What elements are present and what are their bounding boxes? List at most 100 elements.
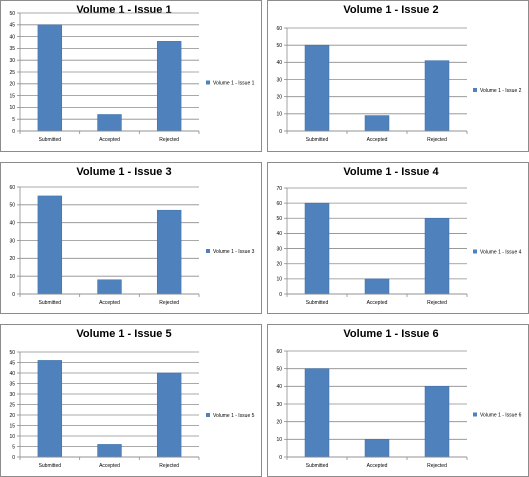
legend-swatch — [473, 249, 477, 254]
y-tick-label: 20 — [9, 256, 15, 262]
legend-swatch — [473, 88, 477, 92]
legend-swatch — [473, 412, 477, 417]
y-tick-label: 0 — [279, 455, 282, 461]
y-tick-label: 50 — [9, 11, 15, 17]
y-tick-label: 30 — [276, 402, 282, 408]
legend-label: Volume 1 - Issue 4 — [480, 250, 522, 256]
y-tick-label: 60 — [276, 201, 282, 207]
y-tick-label: 20 — [9, 413, 15, 419]
y-tick-label: 60 — [9, 185, 15, 191]
bar — [37, 195, 63, 295]
y-tick-label: 20 — [9, 82, 15, 88]
chart-panel: Volume 1 - Issue 4 0 10 20 30 40 50 60 70 Submitt… — [267, 162, 529, 314]
chart-title: Volume 1 - Issue 1 — [76, 4, 171, 16]
y-tick-label: 0 — [12, 292, 15, 298]
chart-panel: Volume 1 - Issue 6 0 10 20 30 40 50 60 Submitted… — [267, 324, 529, 477]
legend-swatch — [206, 80, 210, 85]
y-tick-label: 40 — [276, 60, 282, 66]
bar-chart: Volume 1 - Issue 6 0 10 20 30 40 50 60 Submitted… — [276, 328, 522, 469]
x-category-label: Accepted — [367, 463, 388, 469]
x-category-label: Accepted — [99, 463, 120, 469]
chart-title: Volume 1 - Issue 4 — [343, 166, 439, 178]
bar-chart: Volume 1 - Issue 2 0 10 20 30 40 50 60 Submitted… — [276, 4, 521, 143]
y-tick-label: 30 — [9, 392, 15, 398]
y-tick-label: 45 — [9, 23, 15, 29]
bar — [97, 279, 122, 295]
chart-panel: Volume 1 - Issue 5 0 5 10 15 20 25 30 35 40 45 50 Su… — [0, 324, 262, 477]
bar — [424, 218, 450, 295]
y-tick-label: 20 — [276, 262, 282, 268]
chart-title: Volume 1 - Issue 6 — [343, 328, 438, 340]
y-tick-label: 10 — [9, 105, 15, 111]
legend-label: Volume 1 - Issue 3 — [213, 249, 255, 255]
legend-label: Volume 1 - Issue 6 — [480, 413, 522, 419]
y-tick-label: 30 — [276, 246, 282, 252]
bar — [304, 368, 330, 458]
y-tick-label: 60 — [276, 349, 282, 355]
y-tick-label: 35 — [9, 381, 15, 387]
x-category-label: Submitted — [306, 137, 329, 143]
y-tick-label: 15 — [9, 93, 15, 99]
y-tick-label: 50 — [9, 203, 15, 209]
x-category-label: Submitted — [306, 463, 329, 469]
legend-swatch — [206, 413, 210, 417]
x-category-label: Rejected — [159, 300, 179, 306]
chart-title: Volume 1 - Issue 2 — [343, 4, 438, 16]
y-tick-label: 30 — [9, 58, 15, 64]
x-category-label: Submitted — [39, 463, 62, 469]
y-tick-label: 40 — [9, 34, 15, 40]
y-tick-label: 40 — [9, 220, 15, 226]
y-tick-label: 10 — [9, 434, 15, 440]
y-tick-label: 50 — [9, 350, 15, 356]
bar — [304, 202, 330, 295]
x-category-label: Submitted — [39, 137, 62, 143]
x-category-label: Rejected — [427, 300, 447, 306]
bar-chart: Volume 1 - Issue 3 0 10 20 30 40 50 60 Submitted… — [9, 166, 255, 306]
y-tick-label: 70 — [276, 186, 282, 192]
y-tick-label: 40 — [9, 371, 15, 377]
bar — [424, 386, 450, 458]
bar — [97, 114, 122, 132]
y-tick-label: 50 — [276, 366, 282, 372]
y-tick-label: 0 — [279, 292, 282, 298]
y-tick-label: 30 — [9, 238, 15, 244]
bar — [304, 44, 330, 132]
bar — [364, 115, 390, 132]
x-category-label: Rejected — [159, 137, 179, 143]
legend-label: Volume 1 - Issue 1 — [213, 81, 255, 87]
bar-chart: Volume 1 - Issue 1 0 5 10 15 20 25 30 35 40 45 50 Su… — [9, 4, 255, 143]
legend-swatch — [206, 249, 210, 253]
x-category-label: Rejected — [159, 463, 179, 469]
y-tick-label: 20 — [276, 94, 282, 100]
y-tick-label: 10 — [276, 112, 282, 118]
y-tick-label: 30 — [276, 77, 282, 83]
y-tick-label: 0 — [12, 455, 15, 461]
y-tick-label: 5 — [12, 117, 15, 123]
y-tick-label: 15 — [9, 423, 15, 429]
y-tick-label: 20 — [276, 419, 282, 425]
chart-title: Volume 1 - Issue 3 — [76, 166, 171, 178]
chart-panel: Volume 1 - Issue 2 0 10 20 30 40 50 60 Submitted… — [267, 0, 529, 152]
x-category-label: Accepted — [367, 137, 388, 143]
bar — [37, 360, 63, 458]
y-tick-label: 5 — [12, 444, 15, 450]
x-category-label: Submitted — [306, 300, 329, 306]
x-category-label: Accepted — [367, 300, 388, 306]
chart-panel: Volume 1 - Issue 1 0 5 10 15 20 25 30 35 40 45 50 Su… — [0, 0, 262, 152]
x-category-label: Rejected — [427, 463, 447, 469]
y-tick-label: 40 — [276, 231, 282, 237]
y-tick-label: 50 — [276, 43, 282, 49]
bar-chart: Volume 1 - Issue 4 0 10 20 30 40 50 60 70 Submitt… — [276, 166, 522, 306]
y-tick-label: 25 — [9, 70, 15, 76]
legend-label: Volume 1 - Issue 5 — [213, 413, 255, 419]
x-category-label: Rejected — [427, 137, 447, 143]
x-category-label: Accepted — [99, 300, 120, 306]
bar — [364, 278, 390, 295]
y-tick-label: 10 — [276, 437, 282, 443]
bar — [364, 439, 390, 458]
y-tick-label: 50 — [276, 216, 282, 222]
chart-title: Volume 1 - Issue 5 — [76, 328, 171, 340]
bar — [156, 209, 182, 295]
y-tick-label: 60 — [276, 26, 282, 32]
y-tick-label: 0 — [12, 129, 15, 135]
